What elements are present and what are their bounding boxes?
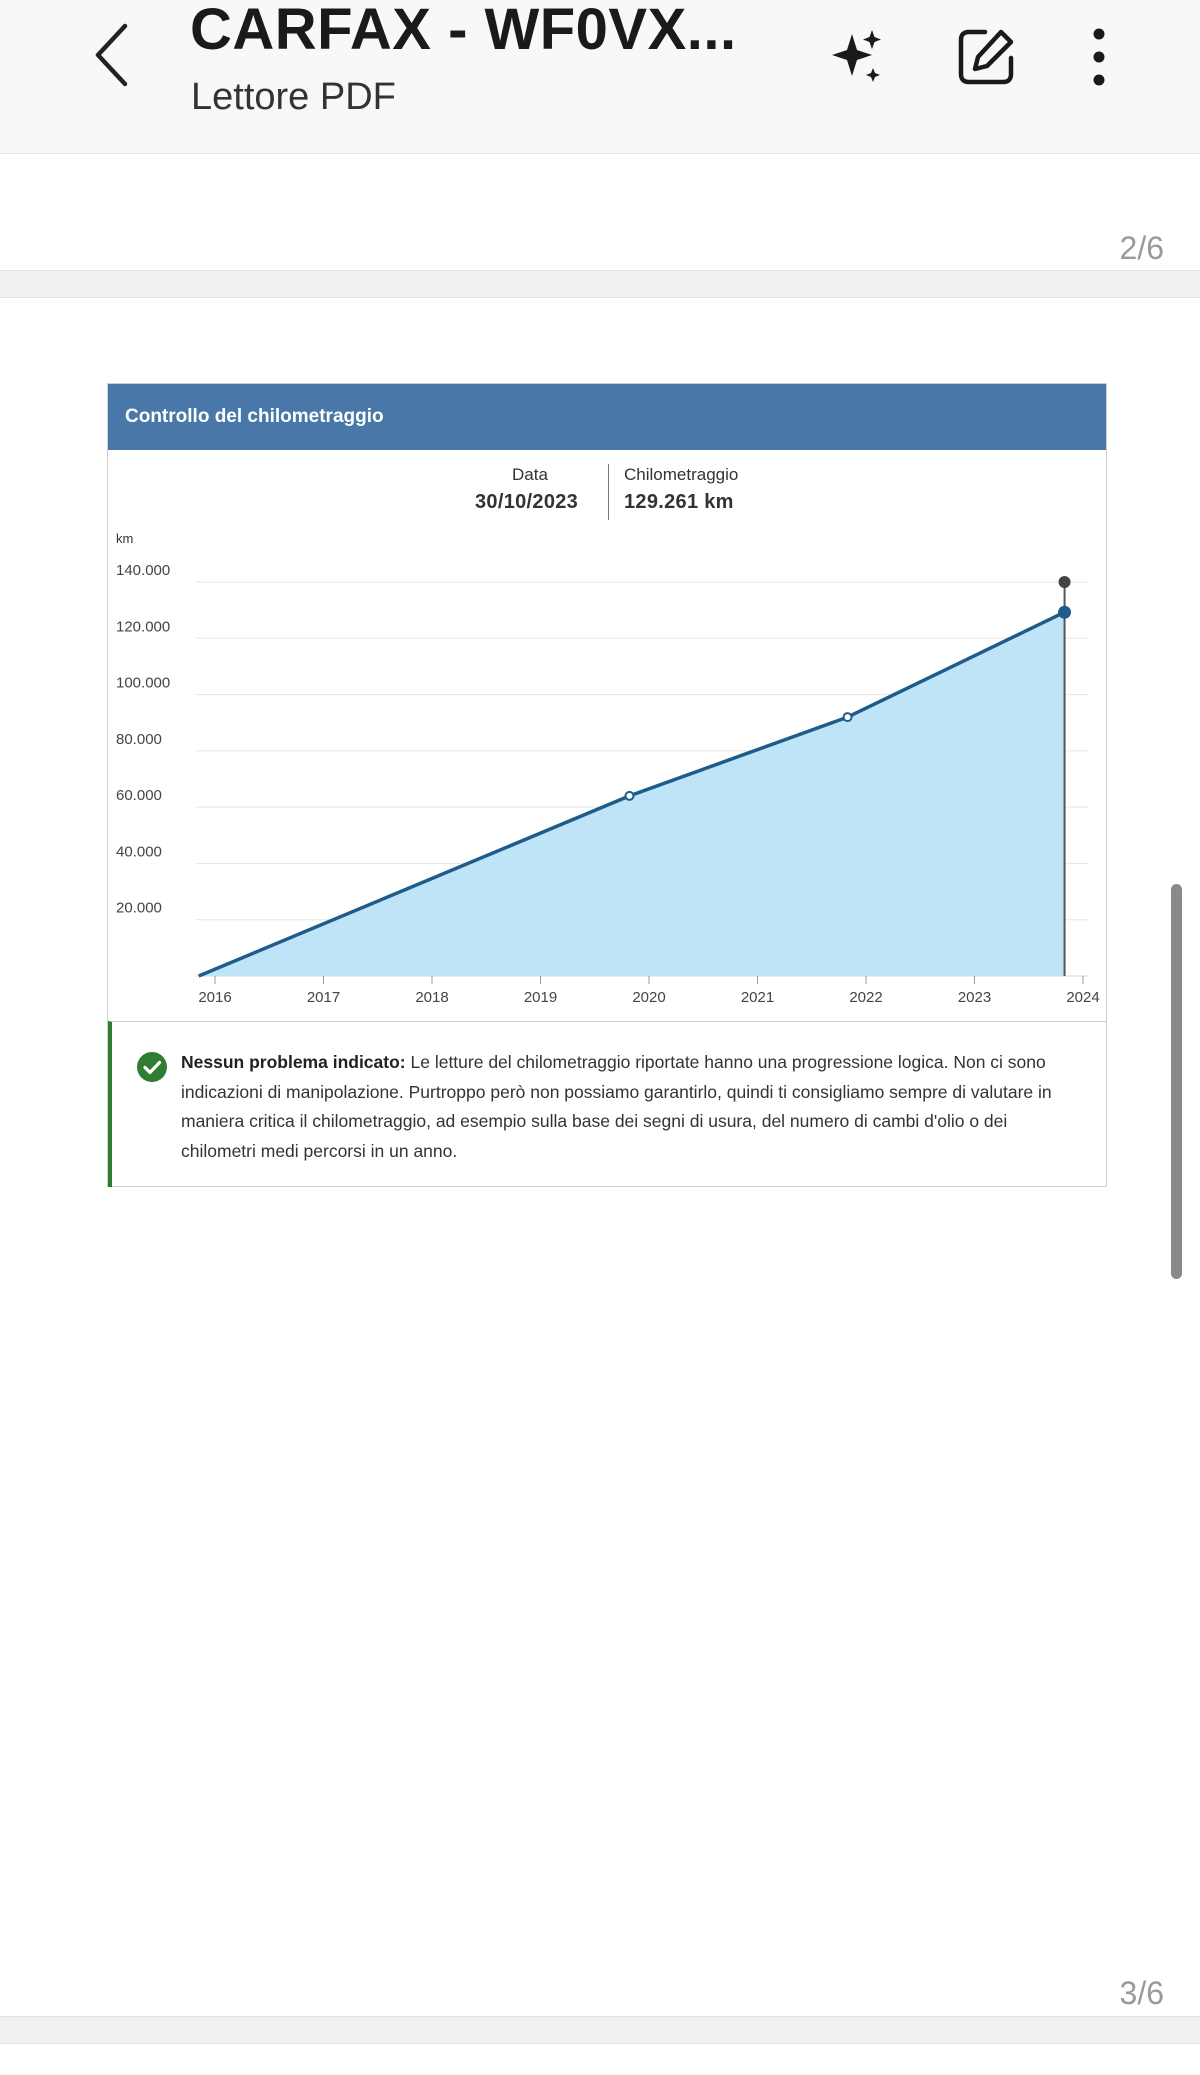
y-tick-label: 80.000 [116,731,162,748]
ai-assist-button[interactable] [822,22,892,92]
y-tick-label: 60.000 [116,787,162,804]
x-tick-label: 2019 [524,989,557,1006]
x-tick-label: 2018 [415,989,448,1006]
check-circle-icon [137,1052,167,1082]
notice-bold: Nessun problema indicato: [181,1052,406,1072]
page-divider [0,270,1200,298]
tooltip-separator [608,464,609,520]
y-tick-label: 40.000 [116,843,162,860]
page-indicator-current: 2/6 [1119,230,1164,266]
notice-body: Le letture del chilometraggio riportate … [181,1052,1052,1161]
tooltip-date-value: 30/10/2023 [475,491,579,513]
notice-text: Nessun problema indicato: Le letture del… [181,1048,1086,1166]
y-tick-label: 100.000 [116,675,170,692]
cursor-handle [1058,576,1071,588]
mileage-check-card: Controllo del chilometraggio Data 30/10/… [107,383,1107,1187]
tooltip-km-label: Chilometraggio [624,465,739,484]
edit-icon [958,29,1014,85]
more-options-button[interactable] [1064,22,1134,92]
x-tick-label: 2023 [958,989,991,1006]
mileage-chart: km 20.000 40.000 60.000 80.000 100.000 120.000… [116,531,1100,1006]
page-indicator-next: 3/6 [1119,1975,1164,2011]
mileage-area [198,612,1065,976]
x-tick-label: 2020 [632,989,665,1006]
app-subtitle: Lettore PDF [191,76,396,118]
x-tick-label: 2021 [741,989,774,1006]
x-tick-label: 2016 [198,989,231,1006]
y-tick-label: 140.000 [116,562,170,579]
chevron-left-icon [95,23,128,87]
y-tick-label: 20.000 [116,900,162,917]
edit-button[interactable] [951,22,1021,92]
more-vertical-icon [1093,28,1105,86]
sparkle-icon [832,30,881,82]
mileage-line [198,610,1066,978]
data-point [1058,605,1072,619]
app-bar: CARFAX - WF0VX... Lettore PDF [0,0,1200,154]
data-point [624,790,635,801]
x-tick-label: 2024 [1066,989,1099,1006]
status-notice: Nessun problema indicato: Le letture del… [108,1021,1106,1187]
scrollbar-thumb[interactable] [1171,884,1182,1279]
y-tick-label: 120.000 [116,618,170,635]
x-tick-label: 2017 [307,989,340,1006]
document-title: CARFAX - WF0VX... [190,0,737,62]
data-point [842,712,853,723]
back-button[interactable] [82,18,142,92]
page-divider-bottom [0,2016,1200,2044]
tooltip-km-value: 129.261 km [624,491,734,513]
tooltip-date-label: Data [512,465,548,484]
x-tick-label: 2022 [849,989,882,1006]
y-axis-unit-label: km [116,531,133,546]
card-header: Controllo del chilometraggio [108,384,1106,450]
